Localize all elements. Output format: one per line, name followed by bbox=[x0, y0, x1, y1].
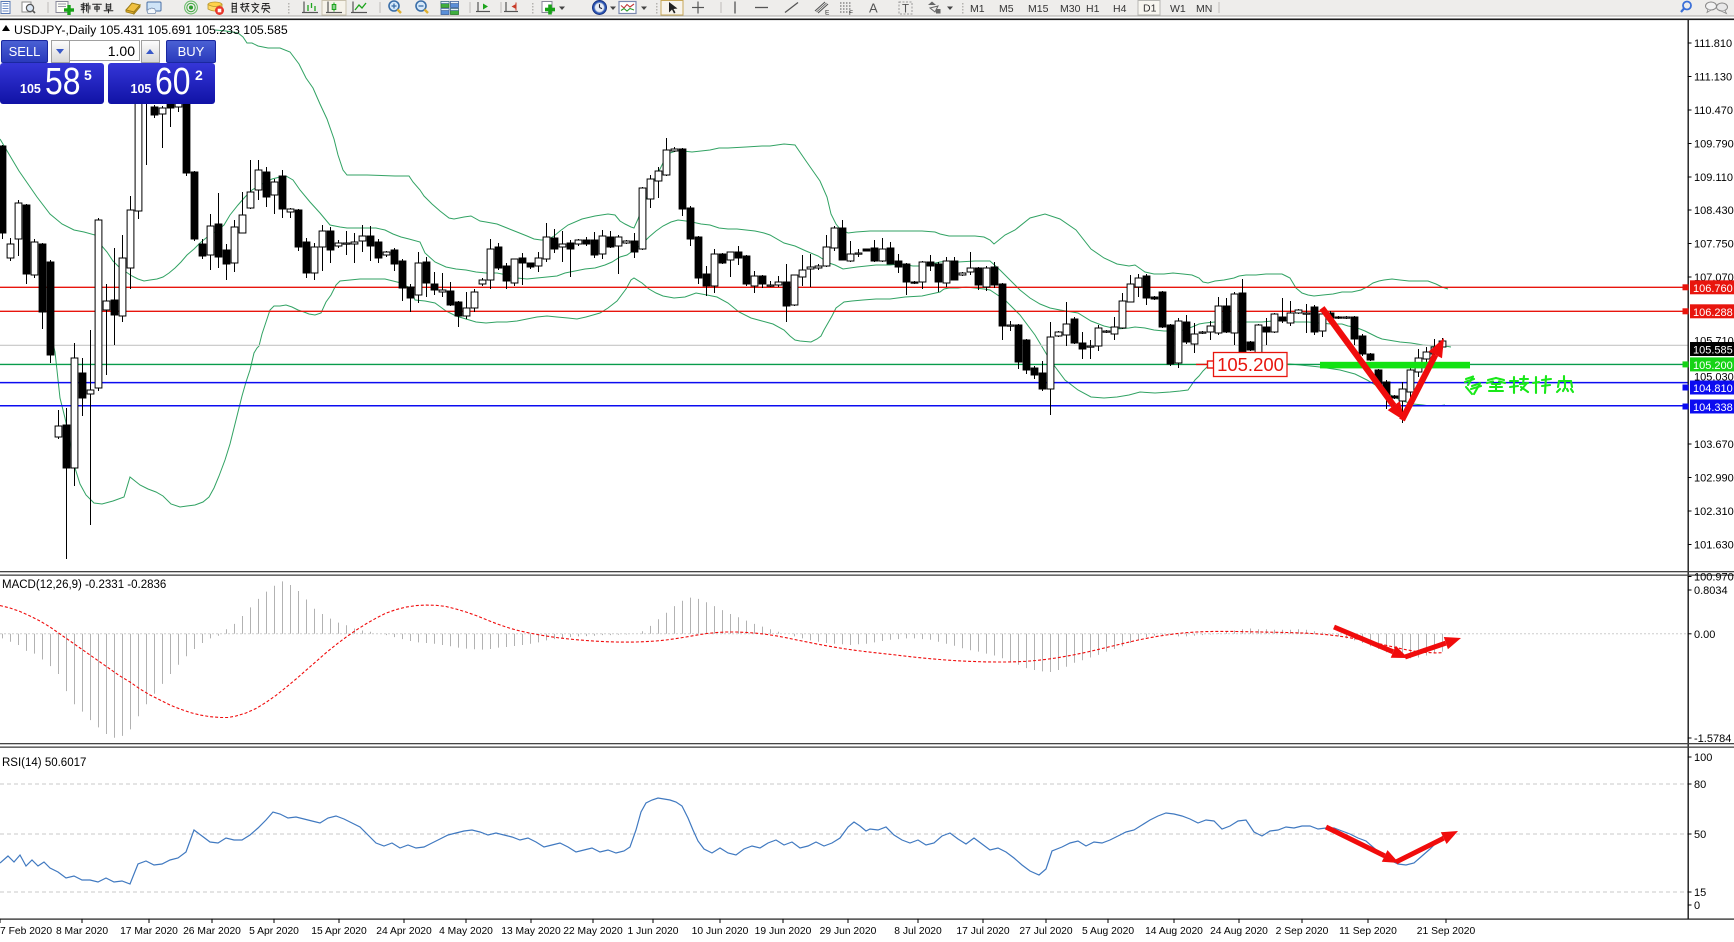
svg-text:15: 15 bbox=[1694, 887, 1706, 899]
svg-text:24 Apr 2020: 24 Apr 2020 bbox=[376, 926, 432, 937]
svg-text:E: E bbox=[825, 10, 830, 17]
svg-text:102.310: 102.310 bbox=[1694, 506, 1734, 518]
svg-text:M15: M15 bbox=[1028, 3, 1049, 15]
svg-text:24 Aug 2020: 24 Aug 2020 bbox=[1210, 926, 1268, 937]
svg-text:0: 0 bbox=[1694, 900, 1700, 912]
svg-text:21 Sep 2020: 21 Sep 2020 bbox=[1417, 926, 1476, 937]
svg-text:0.8034: 0.8034 bbox=[1694, 585, 1728, 597]
svg-text:17 Jul 2020: 17 Jul 2020 bbox=[956, 926, 1010, 937]
svg-text:-1.5784: -1.5784 bbox=[1694, 733, 1731, 745]
svg-text:100.970: 100.970 bbox=[1694, 572, 1734, 584]
svg-text:A: A bbox=[869, 1, 878, 16]
svg-text:H1: H1 bbox=[1086, 3, 1100, 15]
svg-text:14 Aug 2020: 14 Aug 2020 bbox=[1145, 926, 1203, 937]
svg-text:4 May 2020: 4 May 2020 bbox=[439, 926, 493, 937]
svg-text:27 Jul 2020: 27 Jul 2020 bbox=[1019, 926, 1073, 937]
svg-text:10 Jun 2020: 10 Jun 2020 bbox=[692, 926, 749, 937]
svg-text:111.130: 111.130 bbox=[1694, 72, 1732, 84]
svg-text:80: 80 bbox=[1694, 779, 1706, 791]
svg-text:22 May 2020: 22 May 2020 bbox=[563, 926, 623, 937]
svg-text:2 Sep 2020: 2 Sep 2020 bbox=[1276, 926, 1329, 937]
svg-text:H4: H4 bbox=[1113, 3, 1127, 15]
svg-text:109.790: 109.790 bbox=[1694, 139, 1734, 151]
svg-text:104.338: 104.338 bbox=[1693, 402, 1733, 414]
svg-text:11 Sep 2020: 11 Sep 2020 bbox=[1339, 926, 1397, 937]
svg-text:105.585: 105.585 bbox=[1693, 345, 1733, 357]
svg-text:M1: M1 bbox=[970, 3, 985, 15]
svg-text:29 Jun 2020: 29 Jun 2020 bbox=[820, 926, 877, 937]
svg-text:8 Jul 2020: 8 Jul 2020 bbox=[894, 926, 942, 937]
svg-text:101.630: 101.630 bbox=[1694, 540, 1734, 552]
svg-text:19 Jun 2020: 19 Jun 2020 bbox=[755, 926, 812, 937]
svg-text:D1: D1 bbox=[1143, 3, 1157, 15]
svg-text:MN: MN bbox=[1196, 3, 1212, 15]
svg-text:USDJPY-,Daily 105.431 105.691: USDJPY-,Daily 105.431 105.691 105.233 10… bbox=[14, 23, 288, 37]
svg-text:106.288: 106.288 bbox=[1693, 307, 1733, 319]
svg-text:107.750: 107.750 bbox=[1694, 239, 1734, 251]
svg-text:105.200: 105.200 bbox=[1693, 360, 1733, 372]
svg-text:MACD(12,26,9) -0.2331 -0.2836: MACD(12,26,9) -0.2331 -0.2836 bbox=[2, 579, 166, 591]
svg-text:M30: M30 bbox=[1060, 3, 1081, 15]
svg-text:RSI(14) 50.6017: RSI(14) 50.6017 bbox=[2, 757, 86, 769]
svg-text:5 Apr 2020: 5 Apr 2020 bbox=[249, 926, 299, 937]
svg-text:26 Mar 2020: 26 Mar 2020 bbox=[183, 926, 241, 937]
svg-text:1 Jun 2020: 1 Jun 2020 bbox=[628, 926, 679, 937]
svg-text:15 Apr 2020: 15 Apr 2020 bbox=[311, 926, 367, 937]
svg-text:17 Mar 2020: 17 Mar 2020 bbox=[120, 926, 178, 937]
svg-text:F: F bbox=[849, 10, 853, 17]
svg-text:100: 100 bbox=[1694, 752, 1712, 764]
svg-text:50: 50 bbox=[1694, 829, 1706, 841]
svg-text:110.470: 110.470 bbox=[1694, 105, 1733, 117]
svg-text:104.810: 104.810 bbox=[1693, 383, 1733, 395]
svg-text:M5: M5 bbox=[999, 3, 1014, 15]
svg-text:105.200: 105.200 bbox=[1217, 354, 1284, 375]
svg-text:108.430: 108.430 bbox=[1694, 205, 1734, 217]
svg-text:W1: W1 bbox=[1170, 3, 1186, 15]
svg-text:109.110: 109.110 bbox=[1694, 172, 1733, 184]
svg-text:T: T bbox=[902, 4, 909, 16]
svg-text:102.990: 102.990 bbox=[1694, 473, 1734, 485]
svg-text:0.00: 0.00 bbox=[1694, 629, 1715, 641]
svg-text:8 Mar 2020: 8 Mar 2020 bbox=[56, 926, 108, 937]
svg-text:5 Aug 2020: 5 Aug 2020 bbox=[1082, 926, 1134, 937]
svg-text:111.810: 111.810 bbox=[1694, 38, 1732, 50]
svg-text:106.760: 106.760 bbox=[1693, 283, 1733, 295]
svg-text:13 May 2020: 13 May 2020 bbox=[501, 926, 561, 937]
svg-text:103.670: 103.670 bbox=[1694, 439, 1734, 451]
svg-text:7 Feb 2020: 7 Feb 2020 bbox=[0, 926, 52, 937]
